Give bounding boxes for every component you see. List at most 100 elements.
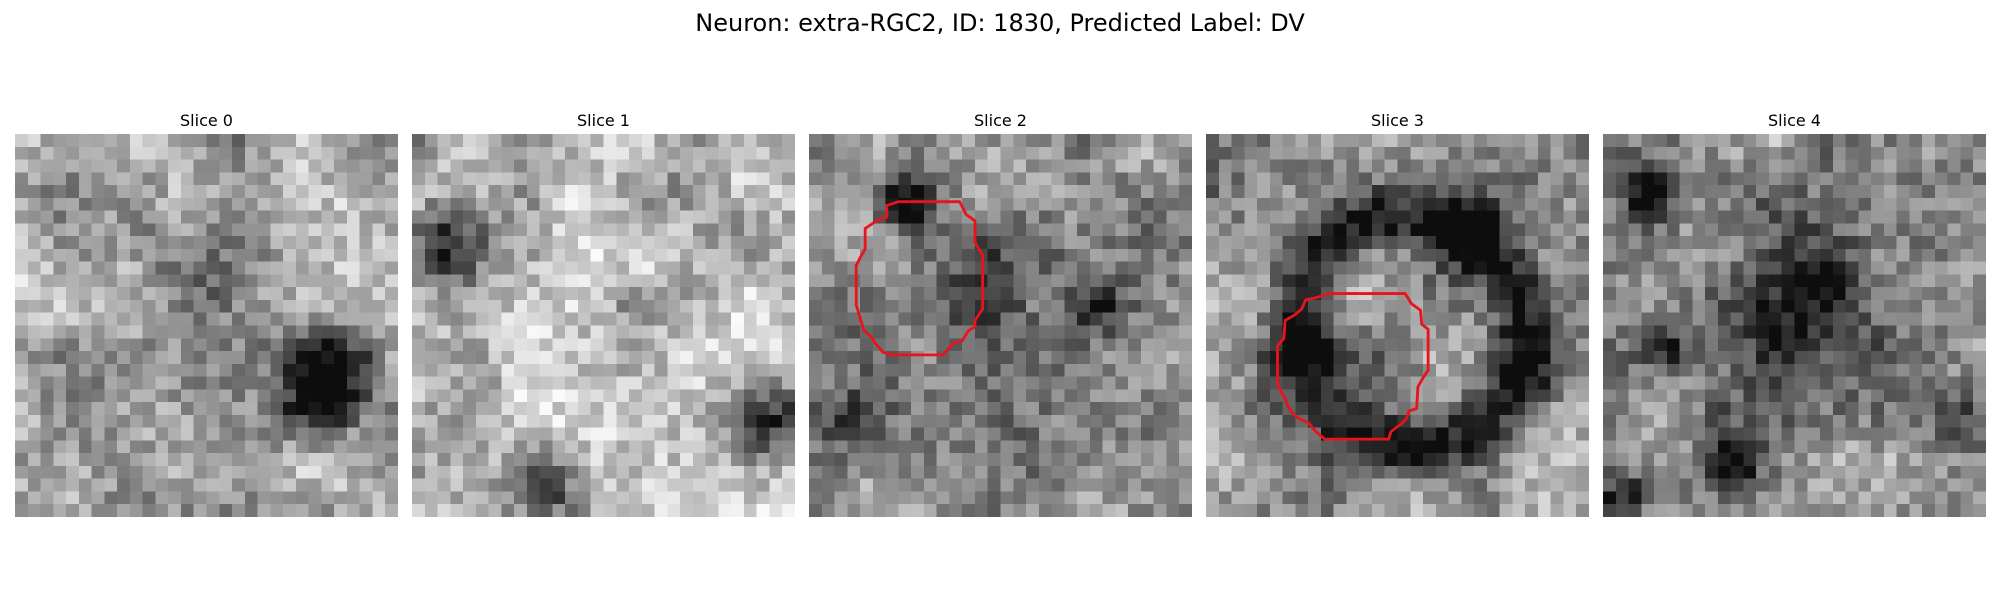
pixel xyxy=(1563,274,1577,288)
pixel xyxy=(1896,402,1910,416)
pixel xyxy=(463,351,477,365)
pixel xyxy=(834,172,848,186)
pixel xyxy=(1615,236,1629,250)
pixel xyxy=(1474,376,1488,390)
pixel xyxy=(1448,223,1462,237)
pixel xyxy=(1269,210,1283,224)
pixel xyxy=(346,197,360,211)
pixel xyxy=(872,325,886,339)
pixel xyxy=(1603,351,1617,365)
pixel xyxy=(359,389,373,403)
pixel xyxy=(244,159,258,173)
pixel xyxy=(1257,146,1271,160)
pixel xyxy=(437,223,451,237)
pixel xyxy=(1576,465,1589,479)
pixel xyxy=(565,325,579,339)
pixel xyxy=(1038,210,1052,224)
pixel xyxy=(1013,389,1027,403)
pixel xyxy=(475,338,489,352)
pixel xyxy=(450,325,464,339)
pixel xyxy=(129,159,143,173)
pixel xyxy=(1397,465,1411,479)
pixel xyxy=(1179,504,1192,517)
pixel xyxy=(1038,134,1052,148)
pixel xyxy=(1781,478,1795,492)
pixel xyxy=(974,185,988,199)
pixel xyxy=(1371,376,1385,390)
pixel xyxy=(1654,440,1668,454)
pixel xyxy=(923,312,937,326)
pixel xyxy=(705,274,719,288)
pixel xyxy=(1781,325,1795,339)
pixel xyxy=(475,363,489,377)
pixel xyxy=(1140,159,1154,173)
pixel xyxy=(168,274,182,288)
pixel xyxy=(1128,236,1142,250)
pixel xyxy=(1026,159,1040,173)
pixel xyxy=(565,299,579,313)
pixel xyxy=(193,223,207,237)
pixel xyxy=(1077,491,1091,505)
pixel xyxy=(244,185,258,199)
pixel xyxy=(1756,134,1770,148)
pixel xyxy=(834,478,848,492)
pixel xyxy=(372,210,386,224)
pixel xyxy=(295,185,309,199)
pixel xyxy=(437,414,451,428)
pixel xyxy=(1359,134,1373,148)
pixel xyxy=(78,414,92,428)
pixel xyxy=(731,491,745,505)
pixel xyxy=(53,236,67,250)
pixel xyxy=(1320,376,1334,390)
pixel xyxy=(603,236,617,250)
pixel xyxy=(769,146,783,160)
pixel xyxy=(1512,146,1526,160)
pixel xyxy=(1051,478,1065,492)
pixel xyxy=(1320,159,1334,173)
pixel xyxy=(1077,236,1091,250)
pixel xyxy=(142,440,156,454)
pixel xyxy=(424,274,438,288)
pixel xyxy=(949,312,963,326)
pixel xyxy=(27,248,41,262)
pixel xyxy=(1179,376,1192,390)
pixel xyxy=(346,210,360,224)
pixel xyxy=(603,376,617,390)
pixel xyxy=(1615,287,1629,301)
pixel xyxy=(987,146,1001,160)
pixel xyxy=(667,261,681,275)
pixel xyxy=(1102,325,1116,339)
pixel xyxy=(1435,172,1449,186)
pixel xyxy=(1333,338,1347,352)
pixel xyxy=(488,389,502,403)
pixel xyxy=(552,185,566,199)
pixel xyxy=(590,197,604,211)
pixel xyxy=(1615,465,1629,479)
pixel xyxy=(590,172,604,186)
pixel xyxy=(1295,504,1309,517)
pixel xyxy=(834,299,848,313)
pixel xyxy=(1089,491,1103,505)
pixel xyxy=(1206,134,1220,148)
pixel xyxy=(1499,261,1513,275)
pixel xyxy=(1794,338,1808,352)
pixel xyxy=(1717,491,1731,505)
pixel xyxy=(1807,376,1821,390)
pixel xyxy=(346,402,360,416)
pixel xyxy=(1423,312,1437,326)
pixel xyxy=(987,287,1001,301)
pixel xyxy=(539,376,553,390)
pixel xyxy=(1308,465,1322,479)
pixel xyxy=(104,389,118,403)
pixel xyxy=(1858,134,1872,148)
pixel xyxy=(78,478,92,492)
pixel xyxy=(1102,210,1116,224)
pixel xyxy=(885,172,899,186)
pixel xyxy=(1179,172,1192,186)
pixel xyxy=(1218,172,1232,186)
pixel xyxy=(1512,402,1526,416)
pixel xyxy=(1269,465,1283,479)
pixel xyxy=(1909,338,1923,352)
pixel xyxy=(1013,363,1027,377)
pixel xyxy=(1166,491,1180,505)
